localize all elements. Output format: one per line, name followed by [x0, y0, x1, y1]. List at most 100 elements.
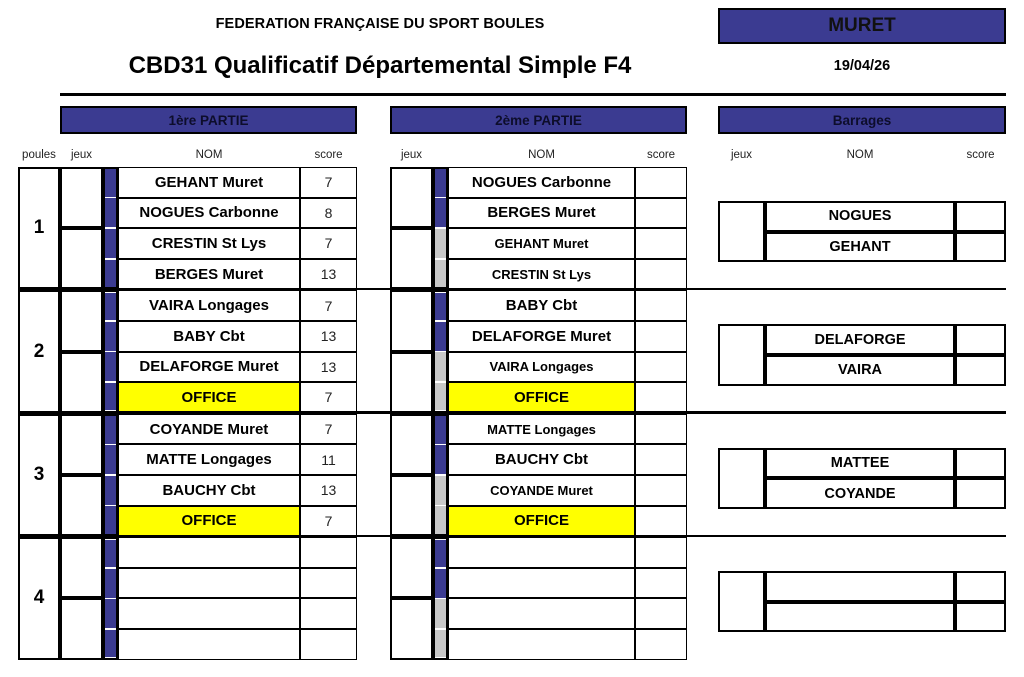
score-cell-p2-g2-r4[interactable]: [635, 382, 687, 413]
score-cell-p1-g1-r4[interactable]: 13: [300, 258, 357, 290]
score-cell-p2-g3-r3[interactable]: [635, 475, 687, 506]
jeux-cell-p1-g4-m2[interactable]: [60, 598, 103, 660]
name-cell-p1-g1-r1[interactable]: GEHANT Muret: [118, 167, 300, 198]
name-cell-p2-g2-r1[interactable]: BABY Cbt: [448, 290, 635, 321]
jeux-cell-br-g4[interactable]: [718, 571, 765, 633]
jeux-cell-p1-g2-m1[interactable]: [60, 290, 103, 352]
name-cell-p1-g4-r3[interactable]: [118, 598, 300, 629]
name-cell-p2-g1-r4[interactable]: CRESTIN St Lys: [448, 258, 635, 290]
name-cell-p1-g3-r3[interactable]: BAUCHY Cbt: [118, 475, 300, 506]
name-cell-p2-g2-r2[interactable]: DELAFORGE Muret: [448, 321, 635, 352]
score-cell-p1-g2-r1[interactable]: 7: [300, 290, 357, 321]
name-cell-office-p2-g2[interactable]: OFFICE: [448, 382, 635, 413]
jeux-cell-p2-g3-m1[interactable]: [390, 413, 433, 475]
name-cell-p1-g2-r2[interactable]: BABY Cbt: [118, 321, 300, 352]
score-cell-p2-g2-r1[interactable]: [635, 290, 687, 321]
jeux-cell-p2-g2-m1[interactable]: [390, 290, 433, 352]
name-cell-p1-g4-r2[interactable]: [118, 567, 300, 599]
score-cell-p1-g2-r2[interactable]: 13: [300, 321, 357, 352]
jeux-cell-p2-g3-m2[interactable]: [390, 475, 433, 537]
score-cell-p2-g3-r4[interactable]: [635, 505, 687, 537]
jeux-cell-p1-g1-m1[interactable]: [60, 167, 103, 229]
jeux-cell-p2-g2-m2[interactable]: [390, 351, 433, 413]
score-cell-p1-g3-r2[interactable]: 11: [300, 444, 357, 475]
score-cell-br-g4-r1[interactable]: [955, 571, 1006, 602]
jeux-cell-p1-g3-m1[interactable]: [60, 413, 103, 475]
score-cell-p2-g4-r3[interactable]: [635, 598, 687, 629]
name-cell-p1-g1-r4[interactable]: BERGES Muret: [118, 258, 300, 290]
jeux-cell-br-g3[interactable]: [718, 447, 765, 509]
score-cell-p1-g4-r3[interactable]: [300, 598, 357, 629]
score-cell-br-g1-r2[interactable]: [955, 231, 1006, 263]
score-cell-br-g2-r2[interactable]: [955, 355, 1006, 386]
name-cell-br-g2-r2[interactable]: VAIRA: [765, 355, 955, 386]
score-cell-p1-g1-r3[interactable]: 7: [300, 228, 357, 259]
score-cell-br-g3-r2[interactable]: [955, 478, 1006, 509]
name-cell-office-p1-g3[interactable]: OFFICE: [118, 505, 300, 537]
score-cell-p1-g3-r4[interactable]: 7: [300, 505, 357, 537]
name-cell-p1-g2-r3[interactable]: DELAFORGE Muret: [118, 351, 300, 383]
jeux-cell-p2-g4-m1[interactable]: [390, 537, 433, 599]
jeux-cell-p1-g2-m2[interactable]: [60, 351, 103, 413]
score-cell-p1-g2-r4[interactable]: 7: [300, 382, 357, 413]
name-cell-p2-g4-r2[interactable]: [448, 567, 635, 599]
name-cell-br-g2-r1[interactable]: DELAFORGE: [765, 324, 955, 355]
score-cell-p1-g3-r1[interactable]: 7: [300, 413, 357, 445]
score-cell-p1-g2-r3[interactable]: 13: [300, 351, 357, 383]
score-cell-p1-g3-r3[interactable]: 13: [300, 475, 357, 506]
name-cell-br-g1-r1[interactable]: NOGUES: [765, 201, 955, 232]
score-cell-br-g1-r1[interactable]: [955, 201, 1006, 232]
score-cell-br-g3-r1[interactable]: [955, 447, 1006, 479]
score-cell-p2-g3-r2[interactable]: [635, 444, 687, 475]
name-cell-p2-g3-r2[interactable]: BAUCHY Cbt: [448, 444, 635, 475]
name-cell-br-g3-r2[interactable]: COYANDE: [765, 478, 955, 509]
name-cell-p2-g2-r3[interactable]: VAIRA Longages: [448, 351, 635, 383]
name-cell-br-g4-r2[interactable]: [765, 601, 955, 633]
jeux-cell-br-g2[interactable]: [718, 324, 765, 386]
score-cell-p2-g4-r1[interactable]: [635, 537, 687, 568]
score-cell-p1-g1-r1[interactable]: 7: [300, 167, 357, 198]
jeux-cell-p1-g3-m2[interactable]: [60, 475, 103, 537]
score-cell-p2-g4-r4[interactable]: [635, 629, 687, 660]
name-cell-br-g1-r2[interactable]: GEHANT: [765, 231, 955, 263]
score-cell-p2-g1-r3[interactable]: [635, 228, 687, 259]
name-cell-p2-g1-r2[interactable]: BERGES Muret: [448, 197, 635, 229]
name-cell-br-g4-r1[interactable]: [765, 571, 955, 602]
jeux-cell-p1-g4-m1[interactable]: [60, 537, 103, 599]
jeux-cell-p2-g1-m1[interactable]: [390, 167, 433, 229]
name-cell-p1-g3-r1[interactable]: COYANDE Muret: [118, 413, 300, 445]
score-cell-p2-g1-r2[interactable]: [635, 197, 687, 229]
name-cell-office-p2-g3[interactable]: OFFICE: [448, 505, 635, 537]
name-cell-p1-g1-r3[interactable]: CRESTIN St Lys: [118, 228, 300, 259]
name-cell-p2-g4-r4[interactable]: [448, 629, 635, 660]
score-cell-p1-g4-r1[interactable]: [300, 537, 357, 568]
name-cell-p2-g3-r1[interactable]: MATTE Longages: [448, 413, 635, 445]
name-cell-p2-g1-r1[interactable]: NOGUES Carbonne: [448, 167, 635, 198]
name-cell-p2-g4-r3[interactable]: [448, 598, 635, 629]
score-cell-p2-g2-r3[interactable]: [635, 351, 687, 383]
score-cell-p2-g2-r2[interactable]: [635, 321, 687, 352]
jeux-cell-p1-g1-m2[interactable]: [60, 228, 103, 290]
jeux-cell-br-g1[interactable]: [718, 201, 765, 263]
name-cell-br-g3-r1[interactable]: MATTEE: [765, 447, 955, 479]
name-cell-p1-g4-r4[interactable]: [118, 629, 300, 660]
score-cell-p2-g1-r1[interactable]: [635, 167, 687, 198]
name-cell-p2-g4-r1[interactable]: [448, 537, 635, 568]
score-cell-p1-g1-r2[interactable]: 8: [300, 197, 357, 229]
score-cell-p2-g4-r2[interactable]: [635, 567, 687, 599]
score-cell-p2-g1-r4[interactable]: [635, 258, 687, 290]
name-cell-p1-g1-r2[interactable]: NOGUES Carbonne: [118, 197, 300, 229]
score-cell-p1-g4-r4[interactable]: [300, 629, 357, 660]
jeux-cell-p2-g4-m2[interactable]: [390, 598, 433, 660]
name-cell-office-p1-g2[interactable]: OFFICE: [118, 382, 300, 413]
name-cell-p1-g3-r2[interactable]: MATTE Longages: [118, 444, 300, 475]
jeux-cell-p2-g1-m2[interactable]: [390, 228, 433, 290]
name-cell-p1-g4-r1[interactable]: [118, 537, 300, 568]
score-cell-p2-g3-r1[interactable]: [635, 413, 687, 445]
name-cell-p1-g2-r1[interactable]: VAIRA Longages: [118, 290, 300, 321]
score-cell-br-g4-r2[interactable]: [955, 601, 1006, 633]
score-cell-p1-g4-r2[interactable]: [300, 567, 357, 599]
name-cell-p2-g1-r3[interactable]: GEHANT Muret: [448, 228, 635, 259]
score-cell-br-g2-r1[interactable]: [955, 324, 1006, 355]
name-cell-p2-g3-r3[interactable]: COYANDE Muret: [448, 475, 635, 506]
